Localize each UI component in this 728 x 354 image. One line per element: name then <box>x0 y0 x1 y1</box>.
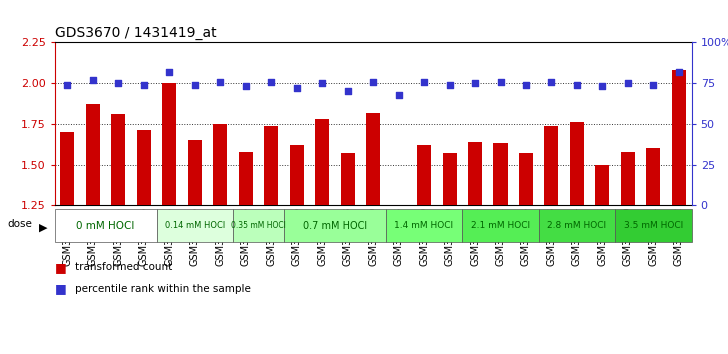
Bar <box>672 70 686 205</box>
Bar <box>86 104 100 205</box>
Point <box>546 79 558 84</box>
Bar <box>545 126 558 205</box>
Text: 0 mM HOCl: 0 mM HOCl <box>76 221 135 231</box>
Point <box>521 82 532 88</box>
Point <box>342 88 354 94</box>
Text: GDS3670 / 1431419_at: GDS3670 / 1431419_at <box>55 26 216 40</box>
Point <box>470 80 481 86</box>
Bar <box>468 142 482 205</box>
Text: 2.8 mM HOCl: 2.8 mM HOCl <box>547 221 606 230</box>
Text: dose: dose <box>7 219 32 229</box>
Bar <box>162 83 176 205</box>
Point <box>215 79 226 84</box>
Text: ■: ■ <box>55 282 66 295</box>
Text: ■: ■ <box>55 261 66 274</box>
Point <box>113 80 124 86</box>
Bar <box>443 153 456 205</box>
Point <box>444 82 456 88</box>
Point <box>368 79 379 84</box>
Text: 2.1 mM HOCl: 2.1 mM HOCl <box>471 221 530 230</box>
Bar <box>264 126 278 205</box>
Point <box>673 69 685 75</box>
Point <box>597 84 609 89</box>
Bar <box>111 114 125 205</box>
Bar <box>341 153 355 205</box>
Text: 0.14 mM HOCl: 0.14 mM HOCl <box>165 221 225 230</box>
Bar <box>290 145 304 205</box>
Point <box>571 82 583 88</box>
Bar <box>366 113 380 205</box>
Point <box>495 79 507 84</box>
Point <box>393 92 405 97</box>
Bar <box>596 165 609 205</box>
Bar <box>621 152 635 205</box>
Bar <box>570 122 584 205</box>
Point <box>266 79 277 84</box>
Point <box>419 79 430 84</box>
Bar <box>60 132 74 205</box>
Bar <box>392 205 405 207</box>
Bar <box>137 130 151 205</box>
Text: ▶: ▶ <box>39 223 47 233</box>
Bar <box>315 119 329 205</box>
Point <box>240 84 252 89</box>
Bar <box>417 145 431 205</box>
Text: 0.35 mM HOCl: 0.35 mM HOCl <box>231 221 286 230</box>
Bar <box>494 143 507 205</box>
Point <box>648 82 660 88</box>
Bar <box>239 152 253 205</box>
Text: percentile rank within the sample: percentile rank within the sample <box>75 284 251 293</box>
Point <box>291 85 303 91</box>
Text: 3.5 mM HOCl: 3.5 mM HOCl <box>624 221 683 230</box>
Point <box>138 82 150 88</box>
Point <box>164 69 175 75</box>
Text: 0.7 mM HOCl: 0.7 mM HOCl <box>303 221 367 231</box>
Point <box>317 80 328 86</box>
Text: transformed count: transformed count <box>75 262 173 272</box>
Bar <box>188 140 202 205</box>
Bar <box>213 124 227 205</box>
Bar <box>519 153 533 205</box>
Point <box>622 80 634 86</box>
Text: 1.4 mM HOCl: 1.4 mM HOCl <box>395 221 454 230</box>
Point <box>87 77 99 83</box>
Point <box>62 82 73 88</box>
Bar <box>646 148 660 205</box>
Point <box>189 82 201 88</box>
